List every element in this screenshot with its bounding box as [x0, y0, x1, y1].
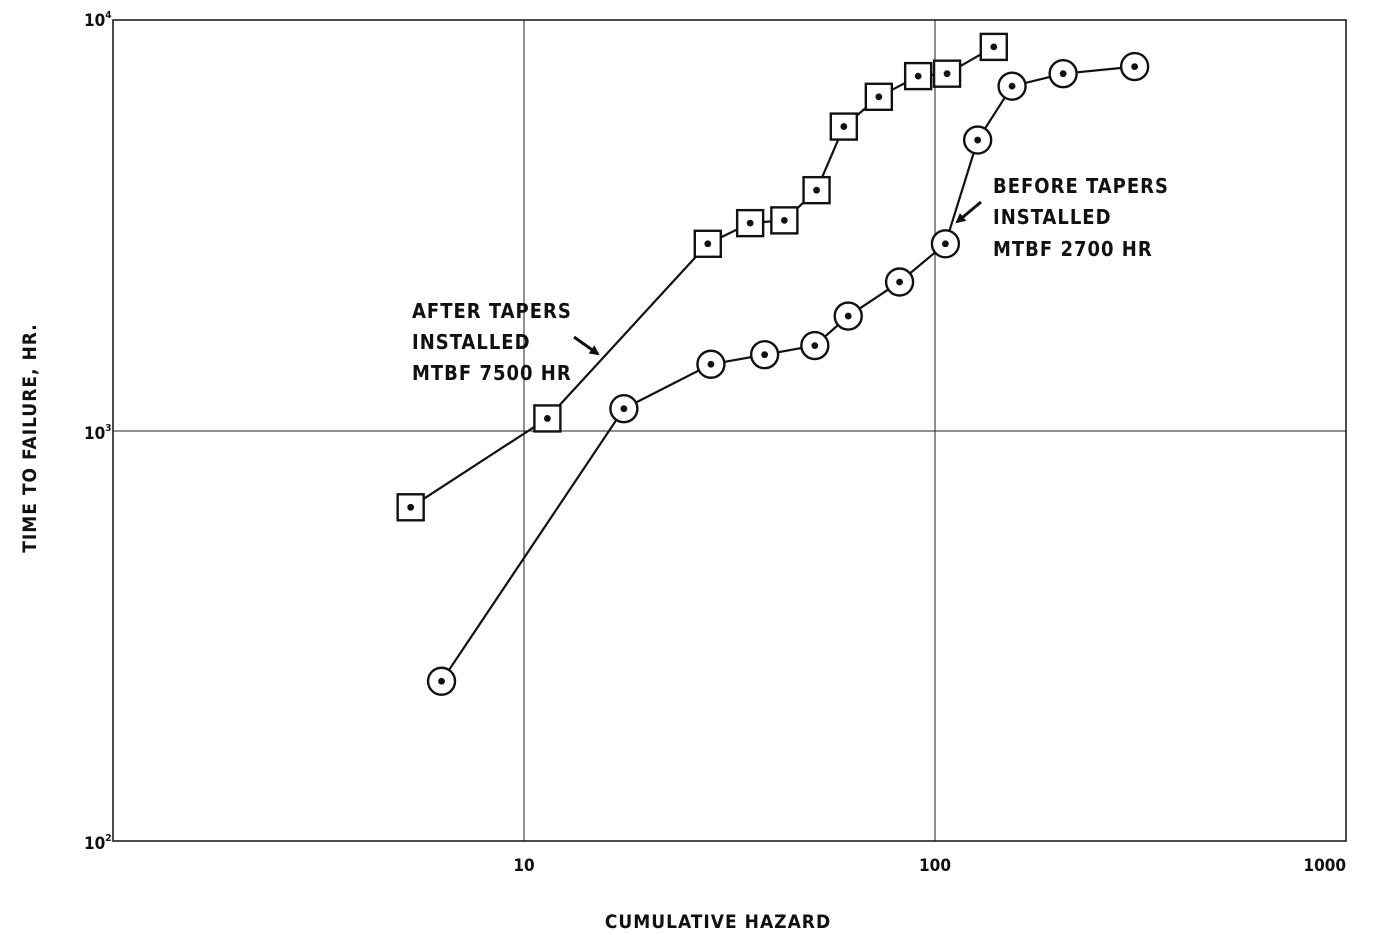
marker-center-dot [813, 186, 820, 194]
annotation-after-arrow [573, 335, 600, 356]
data-series [396, 32, 1150, 696]
y-axis-title: TIME TO FAILURE, HR. [19, 323, 41, 553]
y-tick-label-10000: 104 [84, 10, 112, 31]
data-point-square [903, 61, 933, 91]
y-tick-base: 10 [84, 424, 105, 444]
marker-center-dot [407, 503, 415, 511]
marker-center-dot [438, 677, 445, 685]
marker-center-dot [811, 342, 819, 349]
marker-center-dot [974, 136, 982, 144]
marker-center-dot [704, 240, 712, 248]
marker-center-dot [1131, 63, 1139, 70]
data-point-circle [696, 349, 726, 379]
data-point-square [932, 59, 962, 88]
data-point-circle [1119, 51, 1150, 82]
data-point-circle [930, 229, 961, 259]
marker-center-dot [761, 351, 769, 359]
y-tick-exponent: 3 [105, 423, 111, 434]
data-point-circle [609, 394, 639, 424]
annotation-before-line-1: BEFORE TAPERS [993, 174, 1169, 198]
annotation-after-line-1: AFTER TAPERS [412, 299, 572, 323]
marker-center-dot [844, 312, 852, 320]
marker-center-dot [990, 43, 998, 51]
marker-center-dot [840, 123, 848, 130]
data-point-square [802, 175, 831, 205]
y-tick-base: 10 [84, 834, 105, 854]
data-point-circle [962, 125, 993, 155]
data-point-square [864, 82, 894, 111]
x-tick-label-100: 100 [919, 856, 951, 876]
data-point-circle [800, 330, 830, 361]
marker-center-dot [943, 70, 951, 78]
annotation-after-line-3: MTBF 7500 HR [412, 361, 572, 385]
marker-center-dot [942, 240, 949, 248]
marker-center-dot [1008, 82, 1016, 90]
y-tick-labels: 102 103 104 [84, 10, 112, 854]
y-tick-exponent: 2 [105, 833, 111, 844]
square-marker [864, 82, 894, 111]
annotation-before-arrow [955, 200, 982, 224]
marker-center-dot [896, 278, 903, 286]
y-tick-exponent: 4 [105, 10, 111, 21]
marker-center-dot [1059, 70, 1067, 78]
data-point-circle [1048, 58, 1078, 89]
annotation-before-line-2: INSTALLED [993, 205, 1112, 229]
data-point-square [533, 404, 562, 433]
y-tick-base: 10 [84, 11, 105, 31]
annotation-before-line-3: MTBF 2700 HR [993, 237, 1153, 261]
data-point-square [829, 112, 859, 141]
marker-center-dot [620, 405, 628, 413]
marker-center-dot [780, 216, 788, 224]
marker-center-dot [707, 360, 715, 368]
annotation-after-tapers: AFTER TAPERS INSTALLED MTBF 7500 HR [412, 299, 600, 385]
data-point-circle [833, 301, 863, 331]
data-point-square [770, 206, 799, 235]
series-square [396, 32, 1008, 522]
series-circle [426, 51, 1150, 696]
data-point-circle [426, 666, 457, 696]
marker-center-dot [875, 93, 883, 101]
marker-center-dot [543, 415, 551, 422]
marker-center-dot [914, 72, 922, 80]
x-tick-label-10: 10 [513, 856, 534, 876]
annotation-after-line-2: INSTALLED [412, 330, 531, 354]
data-point-circle [749, 339, 780, 370]
gridlines [113, 20, 1346, 841]
data-point-square [396, 493, 425, 522]
data-point-circle [997, 71, 1027, 101]
annotation-before-tapers: BEFORE TAPERS INSTALLED MTBF 2700 HR [955, 174, 1169, 261]
data-point-square [693, 229, 722, 258]
data-point-square [735, 208, 765, 238]
x-axis-title: CUMULATIVE HAZARD [605, 911, 831, 933]
data-point-square [979, 32, 1008, 62]
marker-center-dot [746, 219, 754, 227]
plot-frame [112, 19, 1347, 842]
y-tick-label-1000: 103 [84, 423, 112, 444]
x-tick-label-1000: 1000 [1303, 856, 1346, 876]
y-tick-label-100: 102 [84, 833, 112, 854]
x-tick-labels: 10 100 1000 [513, 856, 1346, 876]
data-point-circle [884, 267, 915, 297]
